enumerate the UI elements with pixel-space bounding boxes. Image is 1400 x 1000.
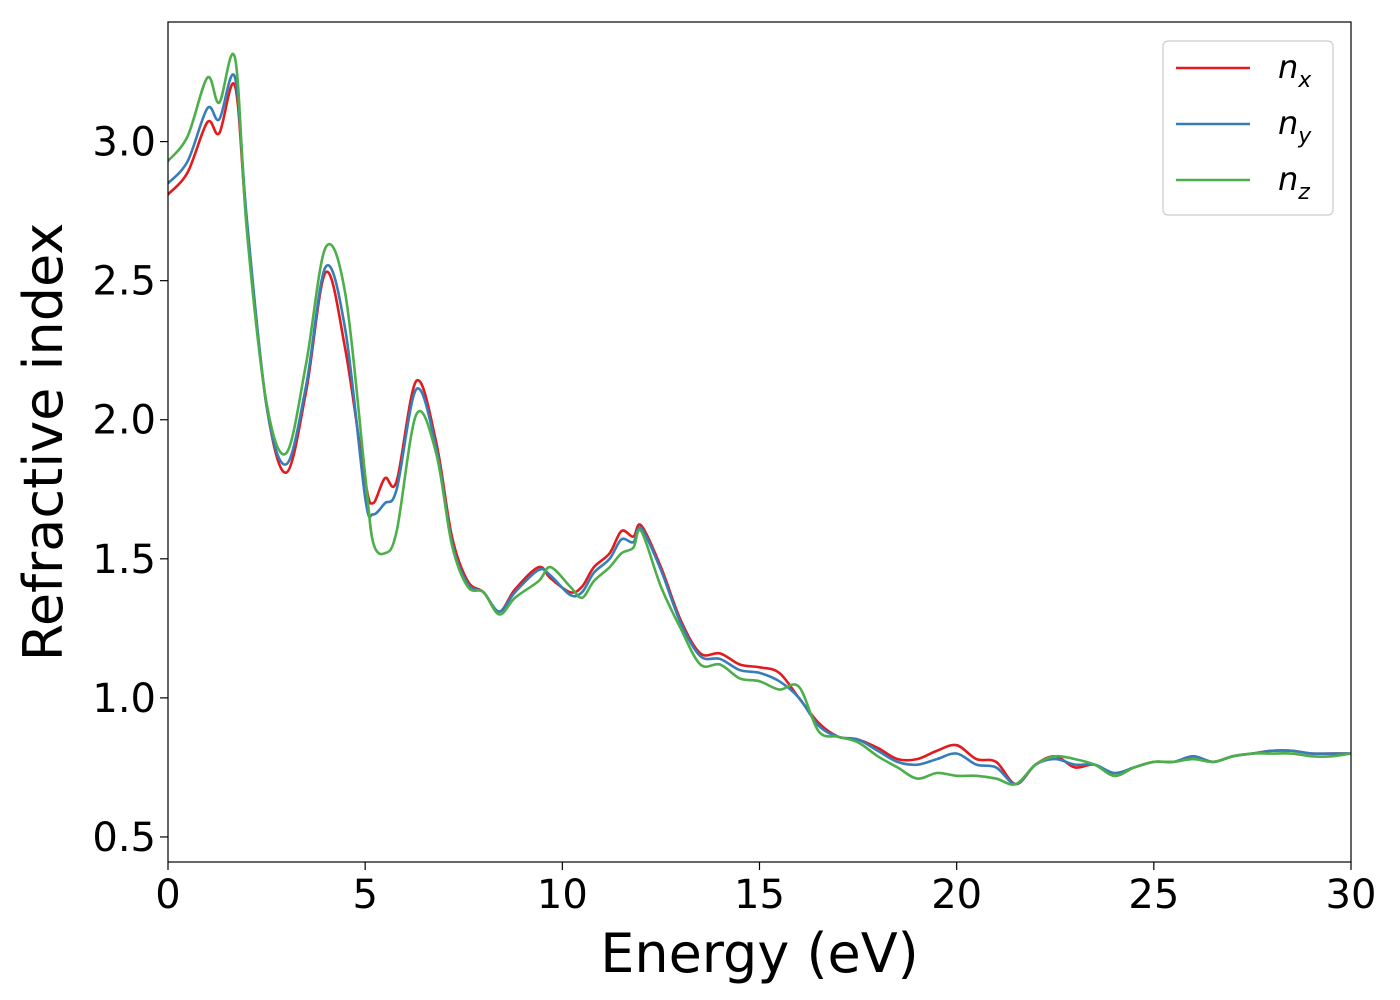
x-tick-label: 30 — [1326, 872, 1377, 918]
x-tick-label: 10 — [537, 872, 588, 918]
legend-frame — [1162, 40, 1334, 216]
x-tick-label: 20 — [931, 872, 982, 918]
legend-label-nx: nx — [1278, 48, 1312, 93]
x-tick-label: 5 — [352, 872, 377, 918]
y-tick-label: 0.5 — [92, 815, 156, 861]
series-line-nz — [168, 52, 1351, 786]
x-tick-label: 15 — [734, 872, 785, 918]
legend: nx ny nz — [1162, 40, 1334, 216]
y-tick-label: 1.0 — [92, 676, 156, 722]
x-tick-label: 25 — [1128, 872, 1179, 918]
series-line-ny — [168, 73, 1351, 786]
legend-label-ny: ny — [1278, 104, 1312, 149]
y-tick-label: 2.0 — [92, 398, 156, 444]
series-layer — [168, 52, 1351, 786]
y-tick-label: 2.5 — [92, 259, 156, 305]
y-tick-label: 1.5 — [92, 537, 156, 583]
x-axis-label: Energy (eV) — [600, 922, 919, 985]
y-axis-label: Refractive index — [12, 223, 75, 662]
y-tick-label: 3.0 — [92, 120, 156, 166]
x-tick-label: 0 — [155, 872, 180, 918]
x-axis-ticks: 0 5 10 15 20 25 30 — [155, 862, 1376, 918]
y-axis-ticks: 0.5 1.0 1.5 2.0 2.5 3.0 — [92, 120, 168, 861]
legend-label-nz: nz — [1278, 160, 1310, 205]
